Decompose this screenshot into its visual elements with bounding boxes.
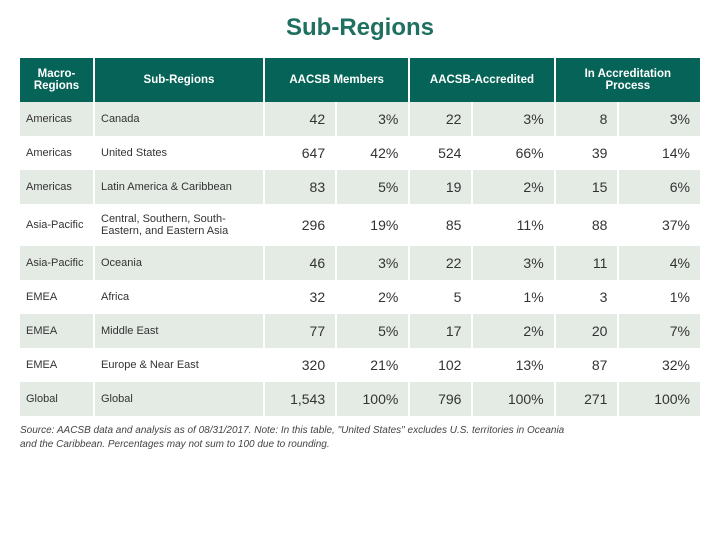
cell-members-n: 42 bbox=[264, 102, 336, 136]
cell-sub: United States bbox=[94, 136, 264, 170]
table-header-row: Macro-Regions Sub-Regions AACSB Members … bbox=[20, 58, 700, 102]
cell-process-n: 20 bbox=[555, 314, 619, 348]
cell-macro: EMEA bbox=[20, 314, 94, 348]
cell-accred-n: 524 bbox=[409, 136, 472, 170]
cell-accred-n: 102 bbox=[409, 348, 472, 382]
footnote: Source: AACSB data and analysis as of 08… bbox=[20, 424, 580, 451]
cell-macro: Americas bbox=[20, 136, 94, 170]
table-row: EMEAEurope & Near East32021%10213%8732% bbox=[20, 348, 700, 382]
cell-accred-p: 3% bbox=[472, 246, 554, 280]
cell-members-n: 32 bbox=[264, 280, 336, 314]
cell-members-n: 296 bbox=[264, 204, 336, 246]
page-title: Sub-Regions bbox=[20, 14, 700, 42]
subregions-table: Macro-Regions Sub-Regions AACSB Members … bbox=[20, 58, 700, 416]
cell-sub: Global bbox=[94, 382, 264, 416]
table-row: Asia-PacificCentral, Southern, South-Eas… bbox=[20, 204, 700, 246]
cell-process-p: 6% bbox=[618, 170, 700, 204]
cell-accred-n: 22 bbox=[409, 102, 472, 136]
cell-macro: Asia-Pacific bbox=[20, 246, 94, 280]
cell-accred-p: 13% bbox=[472, 348, 554, 382]
cell-process-p: 14% bbox=[618, 136, 700, 170]
col-process: In Accreditation Process bbox=[555, 58, 700, 102]
col-macro: Macro-Regions bbox=[20, 58, 94, 102]
cell-process-p: 4% bbox=[618, 246, 700, 280]
table-row: GlobalGlobal1,543100%796100%271100% bbox=[20, 382, 700, 416]
cell-accred-p: 100% bbox=[472, 382, 554, 416]
cell-macro: Asia-Pacific bbox=[20, 204, 94, 246]
cell-process-n: 88 bbox=[555, 204, 619, 246]
cell-process-p: 37% bbox=[618, 204, 700, 246]
cell-accred-p: 3% bbox=[472, 102, 554, 136]
cell-members-p: 21% bbox=[336, 348, 409, 382]
cell-process-n: 11 bbox=[555, 246, 619, 280]
cell-macro: Americas bbox=[20, 102, 94, 136]
cell-sub: Middle East bbox=[94, 314, 264, 348]
cell-accred-p: 2% bbox=[472, 170, 554, 204]
cell-members-n: 83 bbox=[264, 170, 336, 204]
cell-accred-n: 17 bbox=[409, 314, 472, 348]
cell-members-p: 3% bbox=[336, 246, 409, 280]
cell-process-n: 15 bbox=[555, 170, 619, 204]
cell-sub: Africa bbox=[94, 280, 264, 314]
cell-macro: Americas bbox=[20, 170, 94, 204]
table-row: Asia-PacificOceania463%223%114% bbox=[20, 246, 700, 280]
cell-members-p: 100% bbox=[336, 382, 409, 416]
cell-macro: Global bbox=[20, 382, 94, 416]
cell-sub: Latin America & Caribbean bbox=[94, 170, 264, 204]
cell-process-n: 271 bbox=[555, 382, 619, 416]
cell-sub: Oceania bbox=[94, 246, 264, 280]
cell-process-n: 87 bbox=[555, 348, 619, 382]
table-row: EMEAAfrica322%51%31% bbox=[20, 280, 700, 314]
cell-accred-n: 22 bbox=[409, 246, 472, 280]
cell-accred-p: 1% bbox=[472, 280, 554, 314]
cell-members-p: 5% bbox=[336, 314, 409, 348]
cell-members-p: 5% bbox=[336, 170, 409, 204]
cell-process-p: 32% bbox=[618, 348, 700, 382]
cell-accred-n: 19 bbox=[409, 170, 472, 204]
cell-process-p: 1% bbox=[618, 280, 700, 314]
cell-process-n: 3 bbox=[555, 280, 619, 314]
cell-process-n: 39 bbox=[555, 136, 619, 170]
cell-members-p: 42% bbox=[336, 136, 409, 170]
cell-accred-n: 85 bbox=[409, 204, 472, 246]
table-body: AmericasCanada423%223%83%AmericasUnited … bbox=[20, 102, 700, 416]
cell-macro: EMEA bbox=[20, 348, 94, 382]
cell-sub: Europe & Near East bbox=[94, 348, 264, 382]
cell-accred-n: 5 bbox=[409, 280, 472, 314]
cell-sub: Canada bbox=[94, 102, 264, 136]
cell-members-n: 647 bbox=[264, 136, 336, 170]
cell-members-n: 46 bbox=[264, 246, 336, 280]
cell-process-p: 7% bbox=[618, 314, 700, 348]
cell-members-p: 19% bbox=[336, 204, 409, 246]
cell-accred-p: 66% bbox=[472, 136, 554, 170]
col-sub: Sub-Regions bbox=[94, 58, 264, 102]
cell-members-p: 2% bbox=[336, 280, 409, 314]
table-row: AmericasCanada423%223%83% bbox=[20, 102, 700, 136]
cell-members-p: 3% bbox=[336, 102, 409, 136]
cell-process-n: 8 bbox=[555, 102, 619, 136]
cell-members-n: 77 bbox=[264, 314, 336, 348]
cell-sub: Central, Southern, South-Eastern, and Ea… bbox=[94, 204, 264, 246]
cell-macro: EMEA bbox=[20, 280, 94, 314]
table-row: AmericasUnited States64742%52466%3914% bbox=[20, 136, 700, 170]
col-accredited: AACSB-Accredited bbox=[409, 58, 554, 102]
cell-process-p: 3% bbox=[618, 102, 700, 136]
cell-process-p: 100% bbox=[618, 382, 700, 416]
cell-members-n: 320 bbox=[264, 348, 336, 382]
col-members: AACSB Members bbox=[264, 58, 409, 102]
cell-members-n: 1,543 bbox=[264, 382, 336, 416]
cell-accred-p: 11% bbox=[472, 204, 554, 246]
table-row: EMEAMiddle East775%172%207% bbox=[20, 314, 700, 348]
table-row: AmericasLatin America & Caribbean835%192… bbox=[20, 170, 700, 204]
cell-accred-n: 796 bbox=[409, 382, 472, 416]
cell-accred-p: 2% bbox=[472, 314, 554, 348]
